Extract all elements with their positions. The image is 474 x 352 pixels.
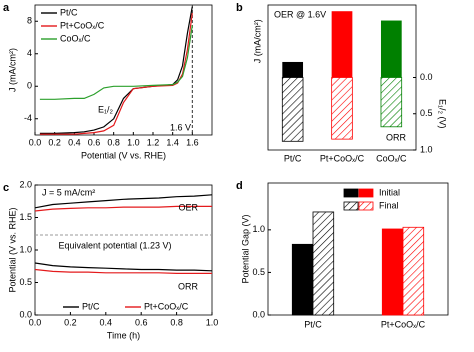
x-tick-label: 1.4 [166,137,179,147]
y-tick-label: 8 [27,16,32,26]
series-line [39,13,193,135]
bar [402,226,425,316]
x-axis-label: Potential (V vs. RHE) [81,150,166,160]
plot-frame [267,182,449,316]
plot-area [39,5,193,135]
x-tick-label: CoOₓ/C [376,153,407,163]
legend-label: Pt+CoOₓ/C [60,20,105,30]
y-tick-label: 2.0 [19,179,32,189]
y-tick-label: 1.0 [420,144,433,154]
panel-label: c [3,182,9,194]
annotation: J = 5 mA/cm² [42,187,95,197]
legend-label: Pt+CoOₓ/C [144,301,189,311]
bar [331,77,353,140]
annotation: ORR [386,132,407,142]
bar [381,228,404,316]
x-tick-label: 1.0 [206,317,219,327]
annotation: E₁/₂ [98,104,114,114]
x-tick-label: Pt+CoOₓ/C [381,319,426,329]
y-tick-label: -4 [24,113,32,123]
series-line [39,6,193,134]
y-tick-label: 0.5 [252,267,265,277]
y-tick-label: 0.0 [19,309,32,319]
y-tick-label: 0 [27,81,32,91]
series-line [35,262,212,272]
x-tick-label: 0.8 [170,317,183,327]
legend-label: Pt/C [60,7,78,17]
bar [291,243,314,316]
y-tick-label: 1.0 [19,244,32,254]
x-tick-label: Pt/C [304,319,322,329]
x-tick-label: 0.0 [29,317,42,327]
annotation: ORR [178,281,199,291]
y-tick-label: 0.5 [19,277,32,287]
annotation: 1.6 V [170,122,191,132]
bar [281,77,304,142]
bar [380,77,403,128]
x-tick-label: Pt/C [284,153,302,163]
y-tick-label: 1.5 [19,212,32,222]
y-axis-label: J (mA/cm²) [7,48,17,92]
x-tick-label: 0.2 [64,317,77,327]
x-tick-label: 0.6 [135,317,148,327]
legend-label: Pt/C [82,301,100,311]
legend-swatch [343,201,359,211]
x-axis-label: Time (h) [107,330,140,340]
series-line [35,205,212,212]
legend-label: Initial [379,187,400,197]
series-line [35,268,212,274]
y-tick-label: 0.5 [420,108,433,118]
plot-frame [34,4,213,136]
legend-swatch [358,188,374,198]
legend-swatch [358,201,374,211]
x-tick-label: 0.2 [48,137,61,147]
panel-label: a [3,2,10,14]
y-axis-label: J (mA/cm²) [252,19,262,63]
y-axis-label: Potential Gap (V) [240,214,250,283]
annotation: OER @ 1.6V [274,9,326,19]
bar [380,20,402,78]
panel-label: d [236,180,243,192]
legend-label: CoOₓ/C [60,33,91,43]
x-tick-label: 1.0 [127,137,140,147]
y-axis-label: Potential (V vs. RHE) [7,207,17,292]
plot-area [35,194,212,274]
bar [331,11,353,78]
x-tick-label: Pt+CoOₓ/C [320,153,365,163]
legend-label: Final [379,200,399,210]
annotation: Equivalent potential (1.23 V) [58,240,171,250]
y-tick-label: 4 [27,48,32,58]
panel-label: b [236,2,243,14]
x-tick-label: 1.2 [147,137,160,147]
legend-swatch [343,188,359,198]
y-tick-label: 0.0 [420,72,433,82]
y-tick-label: 0.0 [252,309,265,319]
y-axis-label: E₁/₂ (V) [438,99,448,129]
x-tick-label: 0.6 [88,137,101,147]
y-tick-label: 1.0 [252,224,265,234]
series-line [35,194,212,209]
annotation: OER [178,202,198,212]
x-tick-label: 0.0 [29,137,42,147]
x-tick-label: 0.8 [107,137,120,147]
bar [312,211,335,316]
x-tick-label: 1.6 [186,137,199,147]
x-tick-label: 0.4 [68,137,81,147]
x-tick-label: 0.4 [100,317,113,327]
bar [282,61,304,78]
series-line [39,25,193,100]
